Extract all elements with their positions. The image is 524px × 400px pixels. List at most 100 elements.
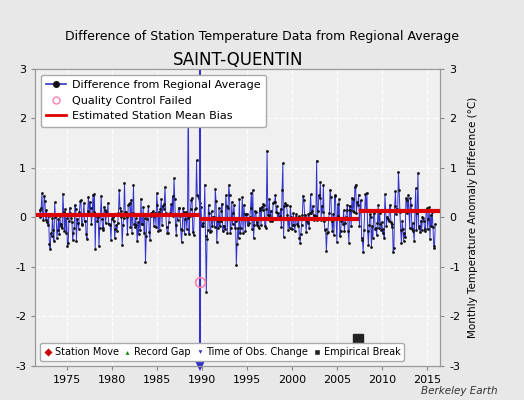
Point	[272, 203, 281, 210]
Point	[291, 228, 299, 234]
Point	[127, 197, 135, 203]
Point	[176, 213, 184, 220]
Text: Berkeley Earth: Berkeley Earth	[421, 386, 498, 396]
Point	[78, 222, 86, 228]
Point	[84, 193, 93, 200]
Point	[166, 210, 174, 216]
Point	[271, 192, 279, 198]
Point	[364, 228, 372, 234]
Point	[81, 218, 90, 224]
Point	[333, 239, 341, 245]
Point	[235, 196, 244, 202]
Point	[333, 201, 342, 208]
Point	[38, 190, 46, 197]
Point	[305, 210, 314, 216]
Point	[228, 220, 237, 227]
Point	[128, 230, 136, 236]
Point	[369, 235, 377, 242]
Point	[184, 78, 192, 84]
Point	[338, 214, 346, 221]
Point	[159, 206, 168, 212]
Point	[340, 228, 348, 234]
Point	[214, 225, 223, 231]
Point	[265, 196, 274, 202]
Point	[418, 214, 427, 220]
Point	[145, 229, 154, 235]
Point	[200, 215, 208, 222]
Point	[297, 231, 305, 237]
Point	[324, 216, 333, 222]
Point	[298, 212, 307, 218]
Point	[128, 210, 137, 216]
Point	[171, 222, 180, 228]
Point	[177, 226, 185, 232]
Point	[192, 157, 201, 164]
Point	[428, 208, 436, 215]
Point	[326, 186, 334, 193]
Point	[110, 218, 118, 224]
Point	[65, 218, 73, 224]
Point	[283, 212, 291, 218]
Point	[168, 211, 176, 217]
Point	[197, 204, 205, 210]
Point	[289, 210, 298, 217]
Point	[69, 236, 77, 243]
Point	[314, 208, 322, 214]
Point	[279, 234, 288, 240]
Point	[95, 224, 104, 231]
Point	[328, 228, 336, 234]
Point	[210, 214, 218, 220]
Point	[50, 199, 59, 206]
Point	[282, 202, 290, 208]
Point	[86, 199, 94, 205]
Point	[104, 200, 112, 206]
Point	[119, 222, 127, 228]
Point	[419, 215, 428, 221]
Point	[48, 233, 56, 239]
Point	[316, 179, 324, 185]
Point	[253, 222, 261, 228]
Point	[172, 232, 180, 238]
Point	[334, 213, 343, 219]
Point	[309, 203, 317, 209]
Point	[224, 205, 232, 211]
Point	[116, 208, 125, 215]
Point	[169, 213, 178, 219]
Title: SAINT-QUENTIN: SAINT-QUENTIN	[172, 51, 303, 69]
Point	[130, 220, 138, 227]
Point	[299, 192, 307, 199]
Point	[121, 208, 129, 215]
Point	[222, 192, 230, 198]
Point	[199, 222, 208, 229]
Point	[121, 180, 129, 186]
Point	[206, 229, 214, 235]
Point	[345, 202, 354, 209]
Point	[216, 218, 225, 224]
Point	[73, 216, 81, 222]
Point	[82, 231, 90, 237]
Point	[317, 216, 325, 223]
Point	[304, 211, 312, 217]
Point	[93, 218, 102, 224]
Point	[290, 221, 298, 228]
Point	[45, 241, 53, 248]
Point	[398, 218, 407, 224]
Point	[348, 208, 357, 214]
Point	[50, 238, 58, 244]
Point	[280, 202, 289, 209]
Point	[268, 218, 277, 224]
Point	[394, 208, 402, 214]
Point	[312, 157, 321, 164]
Point	[340, 207, 348, 214]
Point	[211, 186, 220, 192]
Point	[219, 228, 227, 234]
Point	[329, 211, 337, 217]
Point	[41, 217, 50, 223]
Point	[194, 195, 203, 202]
Point	[39, 217, 48, 223]
Point	[263, 148, 271, 154]
Point	[365, 222, 374, 228]
Point	[218, 200, 226, 207]
Point	[205, 210, 213, 217]
Point	[302, 228, 310, 235]
